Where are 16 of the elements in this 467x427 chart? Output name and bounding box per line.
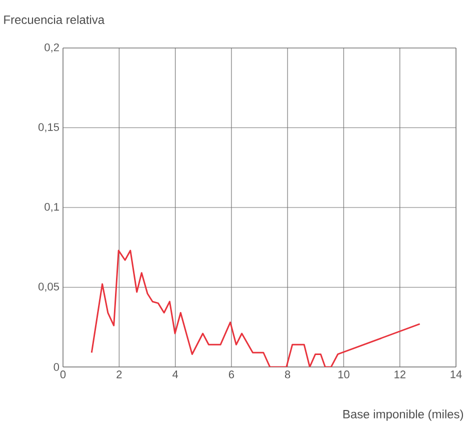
y-tick-label: 0,2 xyxy=(44,43,59,53)
x-tick-label: 6 xyxy=(228,370,234,378)
x-tick-label: 4 xyxy=(172,370,178,378)
x-tick-label: 8 xyxy=(284,370,290,378)
y-tick-label: 0,05 xyxy=(38,282,59,292)
x-tick-label: 10 xyxy=(338,370,350,378)
y-tick-label: 0 xyxy=(54,363,60,371)
x-tick-label: 0 xyxy=(60,370,66,378)
x-tick-label: 14 xyxy=(450,370,462,378)
line-series xyxy=(90,250,421,367)
y-axis-title: Frecuencia relativa xyxy=(4,15,105,24)
x-tick-label: 2 xyxy=(116,370,122,378)
y-tick-label: 0,15 xyxy=(38,123,59,132)
x-axis-title: Base imponible (miles) xyxy=(343,410,464,421)
x-tick-label: 12 xyxy=(394,370,406,378)
y-tick-label: 0,1 xyxy=(44,202,59,212)
